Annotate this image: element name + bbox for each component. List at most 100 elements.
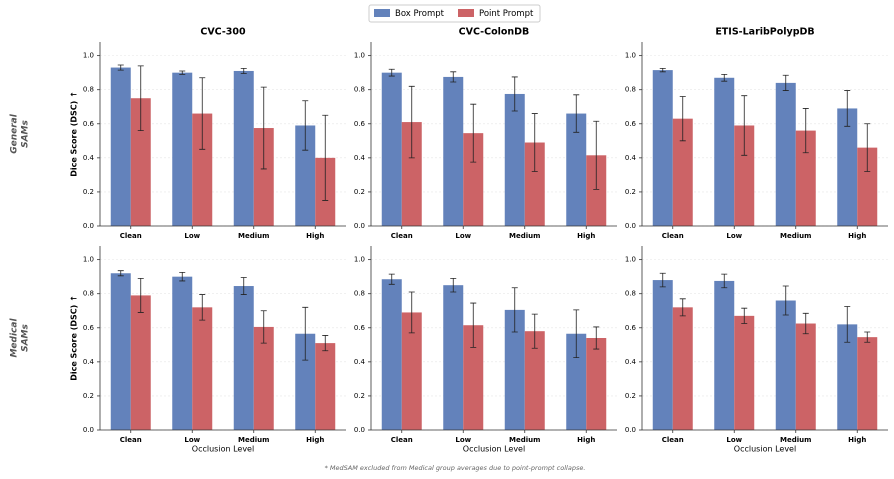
y-tick-label: 0.2 bbox=[354, 188, 365, 196]
x-tick-label: Low bbox=[726, 232, 742, 240]
error-bar bbox=[117, 270, 124, 277]
y-tick-label: 0.8 bbox=[354, 86, 365, 94]
error-bar bbox=[450, 277, 457, 293]
error-bar bbox=[844, 90, 851, 127]
bar bbox=[401, 122, 422, 226]
legend-label: Box Prompt bbox=[395, 9, 445, 19]
error-bar bbox=[802, 312, 809, 335]
y-tick-label: 0.0 bbox=[625, 222, 636, 230]
chart-title: CVC-300 bbox=[200, 27, 246, 38]
bar bbox=[714, 280, 735, 430]
bar bbox=[172, 276, 193, 430]
error-bar bbox=[659, 272, 666, 288]
y-tick-label: 0.6 bbox=[354, 324, 366, 332]
bar bbox=[566, 333, 587, 430]
x-tick-label: Clean bbox=[662, 232, 684, 240]
bar bbox=[837, 108, 858, 226]
bar bbox=[734, 125, 755, 226]
bar bbox=[130, 98, 151, 226]
error-bar bbox=[593, 120, 600, 190]
bar bbox=[443, 285, 464, 430]
y-tick-label: 0.4 bbox=[625, 154, 637, 162]
error-bar bbox=[593, 326, 600, 350]
y-tick-label: 0.8 bbox=[625, 290, 636, 298]
x-tick-label: High bbox=[306, 436, 324, 444]
y-tick-label: 0.4 bbox=[83, 358, 95, 366]
y-tick-label: 0.0 bbox=[83, 222, 94, 230]
x-tick-label: Medium bbox=[780, 436, 811, 444]
x-tick-label: Medium bbox=[238, 232, 269, 240]
error-bar bbox=[322, 335, 329, 352]
y-tick-label: 1.0 bbox=[625, 256, 636, 264]
bar bbox=[714, 77, 735, 227]
bar bbox=[295, 125, 316, 226]
bar bbox=[672, 118, 693, 226]
x-tick-label: High bbox=[577, 232, 595, 240]
y-tick-label: 0.2 bbox=[625, 392, 636, 400]
error-bar bbox=[864, 331, 871, 343]
legend-box bbox=[368, 4, 541, 23]
y-tick-label: 0.2 bbox=[83, 392, 94, 400]
bar bbox=[172, 72, 193, 227]
error-bar bbox=[782, 74, 789, 91]
y-tick-label: 0.6 bbox=[625, 324, 637, 332]
y-tick-label: 0.2 bbox=[625, 188, 636, 196]
x-tick-label: Low bbox=[184, 232, 200, 240]
error-bar bbox=[721, 73, 728, 82]
error-bar bbox=[199, 77, 206, 150]
x-tick-label: Medium bbox=[509, 232, 540, 240]
y-tick-label: 0.4 bbox=[625, 358, 637, 366]
y-tick-label: 0.2 bbox=[83, 188, 94, 196]
y-tick-label: 0.6 bbox=[83, 120, 95, 128]
error-bar bbox=[741, 95, 748, 156]
bar bbox=[443, 76, 464, 226]
error-bar bbox=[388, 273, 395, 285]
x-tick-label: Clean bbox=[662, 436, 684, 444]
error-bar bbox=[802, 108, 809, 154]
error-bar bbox=[864, 123, 871, 172]
error-bar bbox=[782, 285, 789, 316]
y-tick-label: 1.0 bbox=[354, 256, 365, 264]
x-tick-label: Clean bbox=[391, 232, 413, 240]
error-bar bbox=[260, 86, 267, 170]
bar bbox=[652, 280, 673, 430]
error-bar bbox=[408, 85, 415, 159]
bar bbox=[775, 300, 796, 430]
y-tick-label: 0.6 bbox=[354, 120, 366, 128]
error-bar bbox=[302, 306, 309, 361]
bar bbox=[586, 338, 607, 430]
bar bbox=[775, 82, 796, 226]
y-tick-label: 1.0 bbox=[354, 52, 365, 60]
bar bbox=[857, 147, 878, 226]
error-bar bbox=[470, 302, 477, 348]
error-bar bbox=[531, 313, 538, 349]
bar bbox=[586, 155, 607, 226]
bar bbox=[253, 326, 274, 430]
error-bar bbox=[117, 64, 124, 71]
y-tick-label: 0.6 bbox=[83, 324, 95, 332]
error-bar bbox=[322, 114, 329, 201]
x-axis-label: Occlusion Level bbox=[734, 445, 796, 454]
error-bar bbox=[470, 103, 477, 163]
bar bbox=[504, 93, 525, 227]
bar bbox=[233, 70, 254, 227]
error-bar bbox=[531, 113, 538, 172]
x-tick-label: Medium bbox=[238, 436, 269, 444]
y-tick-label: 0.0 bbox=[83, 426, 94, 434]
bar bbox=[315, 343, 336, 430]
y-tick-label: 0.4 bbox=[83, 154, 95, 162]
error-bar bbox=[137, 277, 144, 313]
y-tick-label: 0.8 bbox=[83, 86, 94, 94]
error-bar bbox=[573, 94, 580, 133]
error-bar bbox=[844, 306, 851, 343]
x-axis-label: Occlusion Level bbox=[192, 445, 254, 454]
y-tick-label: 0.0 bbox=[354, 222, 365, 230]
chart-title: CVC-ColonDB bbox=[459, 27, 530, 38]
x-tick-label: High bbox=[848, 232, 866, 240]
error-bar bbox=[450, 71, 457, 83]
error-bar bbox=[240, 277, 247, 295]
x-axis-label: Occlusion Level bbox=[463, 445, 525, 454]
y-tick-label: 0.2 bbox=[354, 392, 365, 400]
error-bar bbox=[573, 309, 580, 358]
bar bbox=[401, 312, 422, 430]
